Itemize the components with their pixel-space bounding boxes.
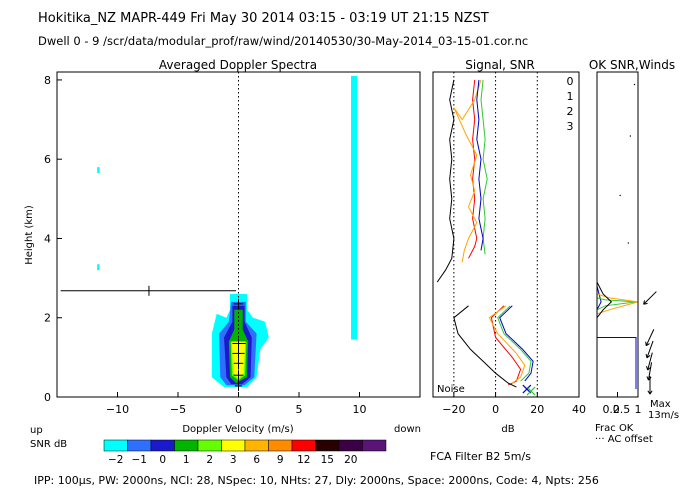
- noise-label: Noise: [437, 384, 465, 395]
- wind-arrow-head-5: [647, 390, 653, 395]
- ok-winds-frame: [596, 71, 639, 398]
- legend-entry-2: 2: [567, 105, 574, 118]
- ok-series-ok-black: [596, 281, 613, 319]
- ok-winds-title: OK SNR,Winds: [589, 58, 675, 72]
- signal-title: Signal, SNR: [465, 58, 534, 72]
- marker-x-1: [526, 386, 536, 396]
- ok-dot-0: [633, 83, 636, 86]
- colorbar-tick-label: −2: [108, 454, 123, 466]
- colorbar-swatch: [244, 439, 269, 452]
- spectra-title: Averaged Doppler Spectra: [159, 58, 317, 72]
- colorbar-tick-label: −1: [132, 454, 147, 466]
- wind-arrow-head-0: [643, 300, 648, 305]
- y-tick-label: 6: [44, 153, 51, 166]
- filter-label: FCA Filter B2 5m/s: [430, 450, 531, 463]
- x-tick-label: 1: [635, 403, 642, 416]
- legend-entry-1: 1: [567, 90, 574, 103]
- signal-legend: 0 1 2 3: [567, 75, 574, 133]
- x-tick-label: −20: [442, 403, 465, 416]
- wind-arrow-1: [645, 329, 655, 346]
- x-tick-label: 20: [530, 403, 544, 416]
- colorbar-tick-label: 15: [321, 454, 334, 466]
- y-tick-label: 8: [44, 74, 51, 87]
- x-tick-label: 40: [572, 403, 586, 416]
- x-tick-label: 0.5: [613, 403, 631, 416]
- colorbar-tick-label: 20: [344, 454, 357, 466]
- spectra-plot-area: −10 −5 0 5 10 0 2 4 6 8: [44, 72, 367, 416]
- ok-snr-winds-panel: OK SNR,Winds 0.20.5 1 Frac OK ··· AC offs…: [589, 58, 679, 445]
- series-3: [476, 79, 534, 382]
- ok-dot-1: [629, 135, 631, 137]
- frac-ok-label: Frac OK: [595, 423, 634, 434]
- x-tick-label: 0: [235, 403, 242, 416]
- signal-snr-panel: Signal, SNR −20 0 20 40 dB Noise 0 1 2 3: [432, 58, 586, 435]
- colorbar-swatch: [338, 439, 363, 452]
- x-tick-label: 10: [353, 403, 367, 416]
- spectra-frame: [56, 71, 421, 398]
- colorbar-swatch: [103, 439, 128, 452]
- colorbar-down-label: down: [394, 424, 421, 435]
- colorbar-swatch: [315, 439, 340, 452]
- colorbar-tick-label: 0: [159, 454, 166, 466]
- x-tick-label: 5: [296, 403, 303, 416]
- spot-mid: [97, 264, 100, 271]
- signal-x-label: dB: [501, 424, 514, 435]
- colorbar-tick-label: 9: [277, 454, 284, 466]
- colorbar-ticks: −2 −1 0 1 2 3 6 9 12 15 20: [108, 454, 357, 466]
- ok-dot-2: [619, 194, 621, 197]
- vertical-band: [351, 75, 358, 340]
- x-tick-label: 0: [492, 403, 499, 416]
- colorbar-swatch: [221, 439, 246, 452]
- series-noise: [436, 79, 517, 388]
- spectra-x-label: Doppler Velocity (m/s): [182, 424, 293, 435]
- y-tick-label: 2: [44, 312, 51, 325]
- colorbar-snr-label: SNR dB: [30, 439, 67, 450]
- series-0: [468, 79, 522, 386]
- wind-arrow-head-2: [645, 353, 651, 359]
- doppler-spectra-panel: Averaged Doppler Spectra −10 −5 0 5 1002468 …: [24, 58, 421, 435]
- colorbar-swatch: [291, 439, 316, 452]
- signal-plot-area: −20 0 20 40: [436, 72, 586, 416]
- x-tick-label: 0.2: [602, 403, 620, 416]
- colorbar-tick-label: 2: [206, 454, 213, 466]
- wind-arrow-3: [647, 352, 653, 371]
- colorbar-tick-label: 3: [230, 454, 237, 466]
- x-tick-label: −10: [106, 403, 129, 416]
- colorbar-swatch: [150, 439, 175, 452]
- spectra-y-label: Height (km): [24, 205, 35, 265]
- header-subtitle: Dwell 0 - 9 /scr/data/modular_prof/raw/w…: [38, 34, 528, 48]
- spot-high: [97, 167, 100, 174]
- max-value-label: 13m/s: [648, 410, 679, 421]
- wind-arrow-2: [646, 340, 654, 359]
- wind-arrow-4: [647, 362, 653, 381]
- footer-params: IPP: 100µs, PW: 2000ns, NCI: 28, NSpec: …: [34, 474, 599, 487]
- wind-arrow-0: [643, 291, 657, 305]
- header-title: Hokitika_NZ MAPR-449 Fri May 30 2014 03:…: [38, 11, 489, 26]
- colorbar-up-label: up: [30, 425, 43, 436]
- legend-entry-0: 0: [567, 75, 574, 88]
- colorbar-swatch: [197, 439, 222, 452]
- y-tick-label: 0: [44, 391, 51, 404]
- legend-entry-3: 3: [567, 120, 574, 133]
- colorbar-swatch: [174, 439, 199, 452]
- ac-offset-label: ··· AC offset: [595, 434, 653, 445]
- colorbar-tick-label: 12: [297, 454, 310, 466]
- wind-arrow-head-1: [645, 341, 650, 347]
- max-label: Max: [650, 399, 671, 410]
- ok-winds-plot-area: 0.20.5 1: [596, 83, 657, 416]
- series-2: [480, 79, 532, 382]
- y-tick-label: 4: [44, 232, 51, 245]
- colorbar-swatch: [362, 439, 387, 452]
- colorbar-swatch: [268, 439, 293, 452]
- colorbar-tick-label: 6: [253, 454, 260, 466]
- colorbar-swatch: [127, 439, 152, 452]
- signal-frame: [432, 71, 580, 398]
- x-tick-label: −5: [170, 403, 186, 416]
- colorbar-swatches: [103, 439, 387, 452]
- ok-dot-3: [627, 242, 629, 244]
- series-1: [453, 79, 526, 384]
- snr-colorbar: up SNR dB down −2 −1 0 1 2 3 6 9 12 15 20: [30, 424, 421, 466]
- colorbar-tick-label: 1: [183, 454, 190, 466]
